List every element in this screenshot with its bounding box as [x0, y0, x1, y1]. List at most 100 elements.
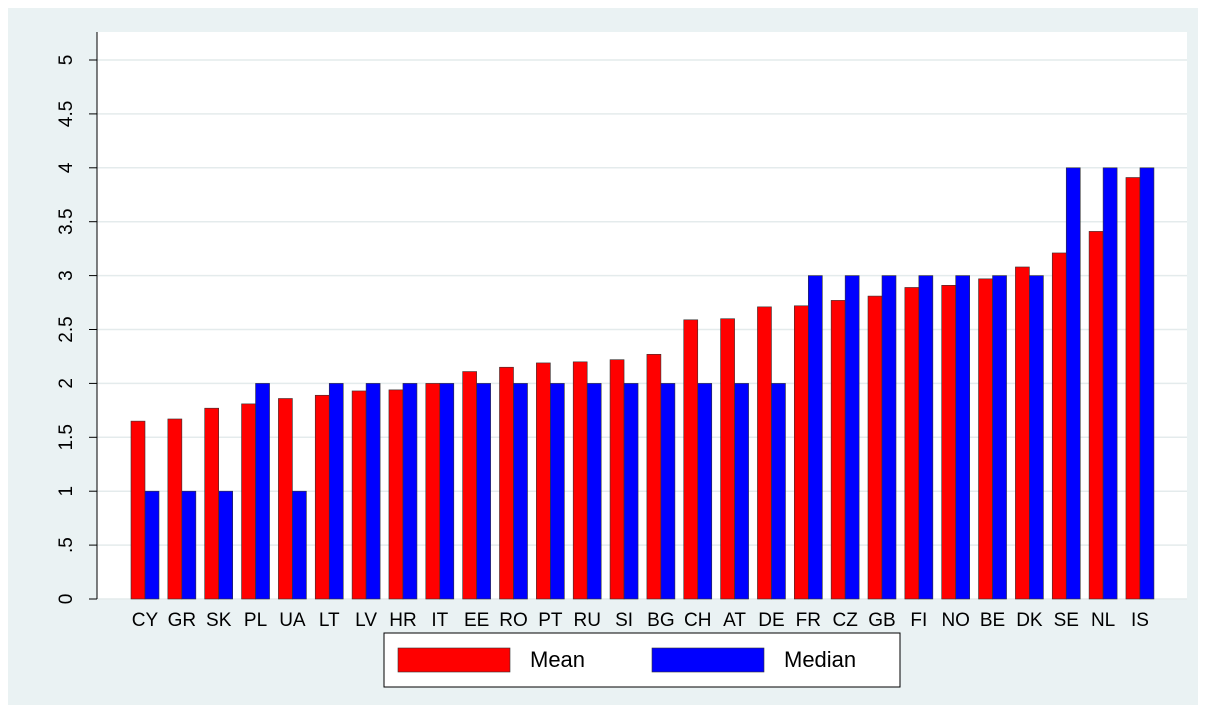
bar — [402, 383, 418, 600]
x-tick-label: EE — [464, 610, 489, 631]
bar — [978, 278, 993, 600]
bar — [1065, 167, 1081, 600]
bar — [167, 418, 183, 600]
y-tick-label: 4 — [56, 162, 77, 173]
x-tick-label: AT — [723, 610, 746, 631]
bar — [1139, 167, 1155, 600]
legend-swatch — [651, 647, 765, 673]
x-tick-label: BG — [647, 610, 674, 631]
bar — [550, 383, 565, 600]
x-tick-label: FI — [910, 610, 927, 631]
bar — [439, 383, 455, 600]
bar — [1102, 167, 1118, 600]
bar — [793, 305, 809, 600]
bar — [499, 366, 514, 600]
bar — [830, 300, 846, 600]
bar — [513, 383, 528, 600]
bar — [757, 306, 772, 600]
y-tick-label: 1 — [56, 486, 77, 497]
bar — [144, 490, 160, 600]
bar — [771, 383, 786, 600]
x-tick-label: DK — [1016, 610, 1043, 631]
x-tick-label: GB — [868, 610, 895, 631]
bar — [462, 371, 477, 600]
x-tick-label: CH — [684, 610, 711, 631]
legend-swatch — [397, 647, 511, 673]
x-tick-label: GR — [168, 610, 197, 631]
x-tick-label: BE — [980, 610, 1005, 631]
bar — [992, 275, 1007, 600]
bar — [181, 490, 197, 600]
bar — [1015, 266, 1030, 600]
bar — [844, 275, 860, 600]
x-tick-label: RO — [499, 610, 528, 631]
y-tick-label: 5 — [56, 55, 77, 66]
x-tick-label: NO — [941, 610, 970, 631]
bar — [697, 383, 713, 600]
legend-label: Median — [784, 647, 856, 672]
bar — [328, 383, 344, 600]
bar — [388, 389, 404, 600]
y-tick-label: 4.5 — [56, 101, 77, 127]
x-tick-label: FR — [796, 610, 821, 631]
y-tick-label: .5 — [56, 537, 77, 553]
x-tick-label: DE — [758, 610, 784, 631]
x-tick-label: CZ — [832, 610, 858, 631]
y-tick-label: 0 — [56, 594, 77, 605]
bar — [807, 275, 823, 600]
bar — [1029, 275, 1044, 600]
y-tick-label: 2 — [56, 378, 77, 389]
bar — [918, 275, 934, 600]
bar — [609, 359, 625, 600]
bar — [867, 295, 883, 600]
bar — [130, 420, 146, 600]
bar — [1125, 177, 1141, 600]
bar — [1051, 252, 1067, 600]
x-tick-label: LT — [319, 610, 340, 631]
bar — [572, 361, 588, 600]
bar — [351, 390, 367, 600]
y-tick-label: 2.5 — [56, 316, 77, 342]
bar — [1088, 231, 1104, 600]
x-tick-label: UA — [279, 610, 306, 631]
bar — [204, 407, 219, 600]
bar — [941, 285, 957, 600]
x-tick-label: RU — [573, 610, 600, 631]
bar — [536, 362, 551, 600]
bar — [904, 287, 920, 600]
bar — [278, 398, 293, 600]
bar — [425, 383, 441, 600]
bar — [218, 490, 233, 600]
bar — [683, 319, 699, 600]
x-tick-label: SI — [615, 610, 633, 631]
bar — [720, 318, 735, 600]
bar — [660, 383, 676, 600]
bar — [734, 383, 749, 600]
x-tick-label: HR — [389, 610, 416, 631]
x-tick-label: PT — [538, 610, 563, 631]
y-tick-label: 1.5 — [56, 424, 77, 450]
bar — [476, 383, 491, 600]
bar — [365, 383, 381, 600]
x-tick-label: IT — [431, 610, 448, 631]
bar — [646, 353, 662, 600]
x-tick-label: SE — [1054, 610, 1079, 631]
bar — [881, 275, 897, 600]
bar — [314, 394, 330, 600]
y-tick-label: 3 — [56, 270, 77, 281]
y-tick-label: 3.5 — [56, 208, 77, 234]
x-tick-label: CY — [132, 610, 159, 631]
x-tick-label: NL — [1091, 610, 1115, 631]
bar — [241, 403, 256, 600]
x-tick-label: LV — [355, 610, 377, 631]
bar — [292, 490, 307, 600]
bar — [255, 383, 270, 600]
bar — [623, 383, 639, 600]
x-tick-label: IS — [1131, 610, 1149, 631]
x-tick-label: PL — [244, 610, 267, 631]
legend-label: Mean — [530, 647, 585, 672]
x-tick-label: SK — [206, 610, 232, 631]
bar — [955, 275, 971, 600]
bar — [586, 383, 602, 600]
